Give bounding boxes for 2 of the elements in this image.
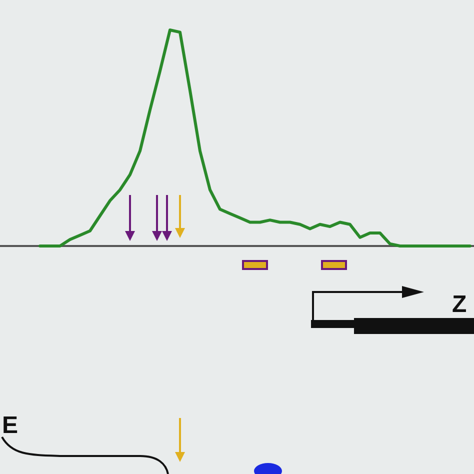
text: Z [452, 291, 467, 318]
text: E [2, 412, 18, 439]
